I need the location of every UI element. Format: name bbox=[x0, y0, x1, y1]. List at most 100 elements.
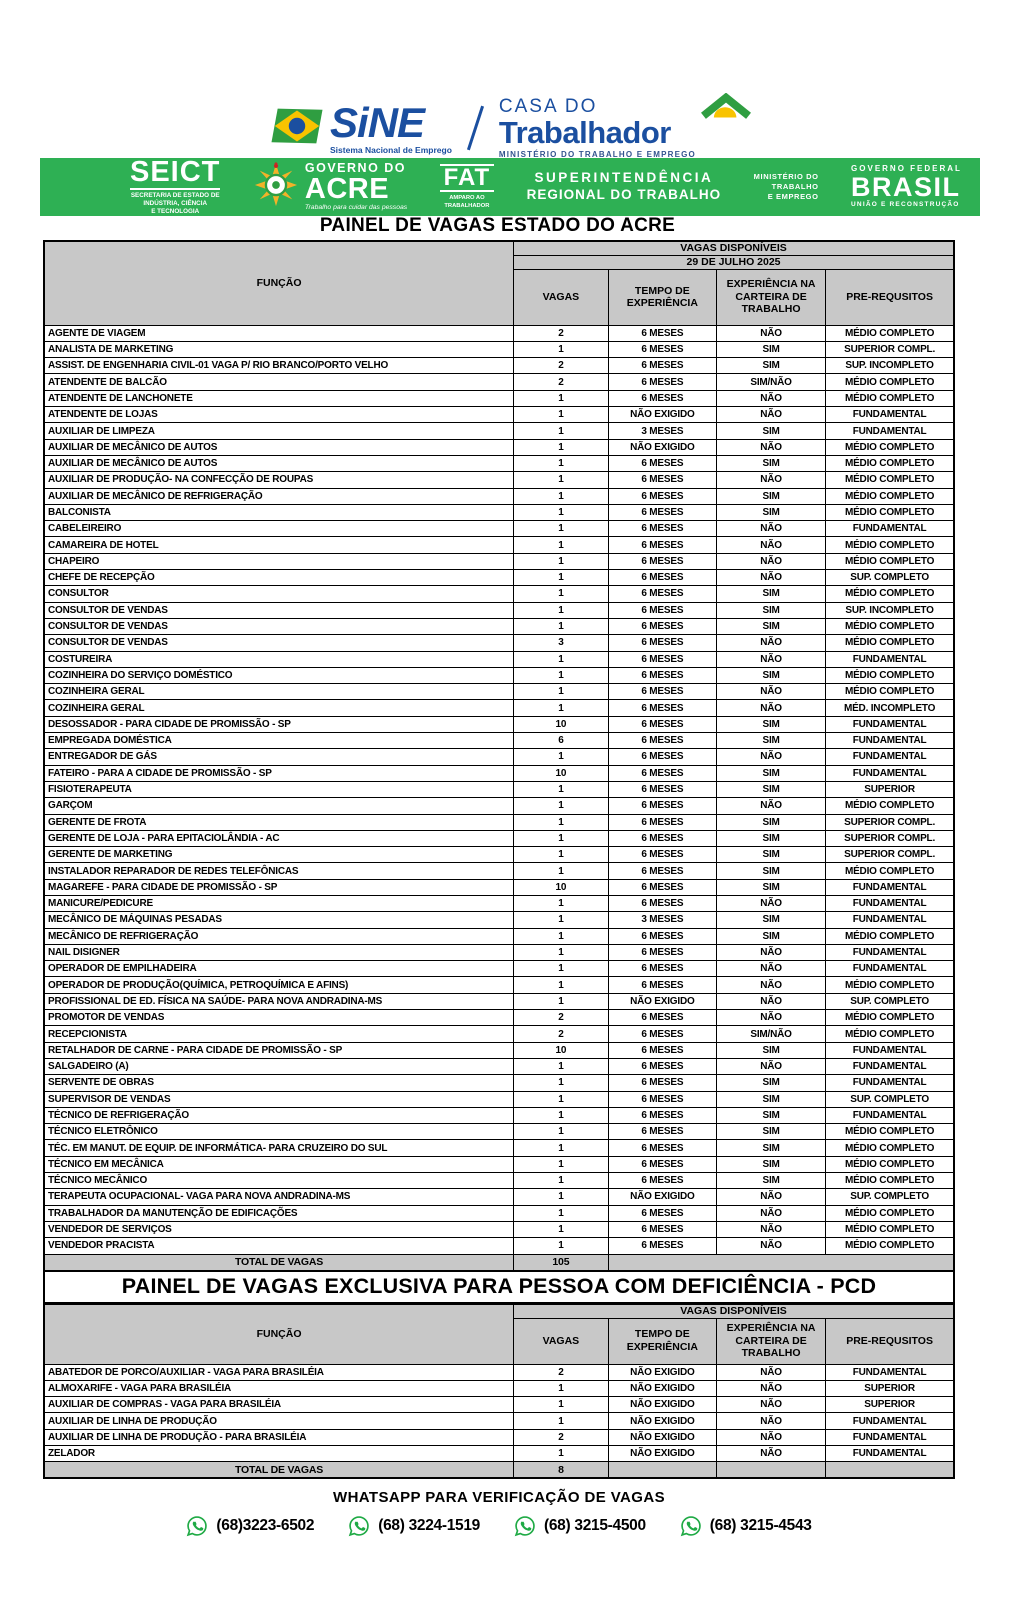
table-row: AUXILIAR DE LIMPEZA 1 3 MESES SIM FUNDAMENTA… bbox=[43, 422, 955, 440]
phone-item: (68) 3215-4543 bbox=[680, 1515, 812, 1537]
column-header-carteira: EXPERIÊNCIA NA CARTEIRA DE TRABALHO bbox=[715, 268, 827, 326]
vagas-cell: 2 bbox=[513, 1363, 609, 1381]
carteira-cell: SIM bbox=[715, 487, 827, 505]
prerequisitos-cell: FUNDAMENTAL bbox=[825, 894, 955, 913]
carteira-cell: NÃO bbox=[715, 520, 827, 538]
funcao-cell: CONSULTOR bbox=[43, 585, 515, 603]
funcao-cell: GARÇOM bbox=[43, 797, 515, 815]
carteira-cell: SIM bbox=[715, 1123, 827, 1141]
vagas-cell: 1 bbox=[513, 617, 609, 636]
tempo-experiencia-cell: 6 MESES bbox=[607, 846, 717, 864]
prerequisitos-cell: FUNDAMENTAL bbox=[825, 943, 955, 962]
prerequisitos-cell: MÉDIO COMPLETO bbox=[825, 927, 955, 945]
vagas-cell: 1 bbox=[513, 699, 609, 717]
vagas-cell: 1 bbox=[513, 1412, 609, 1430]
superintendencia-line1: SUPERINTENDÊNCIA bbox=[534, 170, 714, 186]
funcao-cell: ATENDENTE DE LOJAS bbox=[43, 406, 515, 424]
carteira-cell: NÃO bbox=[715, 1444, 827, 1463]
vagas-cell: 1 bbox=[513, 487, 609, 505]
ministerio-line3: E EMPREGO bbox=[767, 191, 819, 201]
tempo-experiencia-cell: 6 MESES bbox=[607, 520, 717, 538]
fat-sub1: AMPARO AO bbox=[449, 194, 485, 201]
prerequisitos-cell: FUNDAMENTAL bbox=[825, 911, 955, 929]
tempo-experiencia-cell: NÃO EXIGIDO bbox=[607, 406, 717, 424]
vagas-cell: 10 bbox=[513, 878, 609, 896]
pcd-vagas-disponiveis-header: VAGAS DISPONÍVEIS bbox=[513, 1303, 955, 1319]
prerequisitos-cell: MÉDIO COMPLETO bbox=[825, 1025, 955, 1043]
table-row: GARÇOM 1 6 MESES NÃO MÉDIO COMPLETO bbox=[43, 797, 955, 815]
pcd-column-header-carteira: EXPERIÊNCIA NA CARTEIRA DE TRABALHO bbox=[715, 1317, 827, 1365]
table-row: COZINHEIRA GERAL 1 6 MESES NÃO MÉDIO COMPLET… bbox=[43, 683, 955, 701]
total-value: 105 bbox=[513, 1253, 609, 1272]
carteira-cell: SIM bbox=[715, 764, 827, 782]
table-row: ASSIST. DE ENGENHARIA CIVIL-01 VAGA P/ R… bbox=[43, 357, 955, 375]
funcao-cell: AUXILIAR DE COMPRAS - VAGA PARA BRASILÉI… bbox=[43, 1396, 515, 1414]
carteira-cell: NÃO bbox=[715, 1237, 827, 1255]
prerequisitos-cell: MÉDIO COMPLETO bbox=[825, 503, 955, 522]
funcao-cell: COZINHEIRA DO SERVIÇO DOMÉSTICO bbox=[43, 666, 515, 685]
tempo-experiencia-cell: 6 MESES bbox=[607, 732, 717, 750]
table-row: GERENTE DE LOJA - PARA EPITACIOLÂNDIA - … bbox=[43, 829, 955, 848]
whatsapp-footer: WHATSAPP PARA VERIFICAÇÃO DE VAGAS (68)3… bbox=[43, 1489, 955, 1537]
tempo-experiencia-cell: 6 MESES bbox=[607, 797, 717, 815]
whatsapp-icon bbox=[514, 1516, 535, 1537]
table-row: BALCONISTA 1 6 MESES SIM MÉDIO COMPLETO bbox=[43, 503, 955, 522]
tempo-experiencia-cell: 6 MESES bbox=[607, 454, 717, 473]
vagas-cell: 1 bbox=[513, 1444, 609, 1463]
phone-item: (68) 3215-4500 bbox=[514, 1515, 646, 1537]
prerequisitos-cell: MÉDIO COMPLETO bbox=[825, 1204, 955, 1222]
funcao-cell: MECÂNICO DE MÁQUINAS PESADAS bbox=[43, 911, 515, 929]
superintendencia-line2: REGIONAL DO TRABALHO bbox=[526, 187, 722, 202]
prerequisitos-cell: FUNDAMENTAL bbox=[825, 1106, 955, 1125]
total-label: TOTAL DE VAGAS bbox=[43, 1253, 515, 1272]
funcao-cell: VENDEDOR PRACISTA bbox=[43, 1237, 515, 1255]
prerequisitos-cell: SUP. COMPLETO bbox=[825, 992, 955, 1011]
prerequisitos-cell: SUPERIOR COMPL. bbox=[825, 813, 955, 831]
prerequisitos-cell: FUNDAMENTAL bbox=[825, 406, 955, 424]
tempo-experiencia-cell: 6 MESES bbox=[607, 650, 717, 668]
vagas-cell: 1 bbox=[513, 927, 609, 945]
pcd-subheader-row: VAGAS TEMPO DE EXPERIÊNCIA EXPERIÊNCIA N… bbox=[44, 1317, 955, 1365]
carteira-cell: SIM bbox=[715, 503, 827, 522]
funcao-cell: CHAPEIRO bbox=[43, 552, 515, 571]
funcao-cell: CABELEIREIRO bbox=[43, 520, 515, 538]
table-row: PROMOTOR DE VENDAS 2 6 MESES NÃO MÉDIO COMPL… bbox=[43, 1009, 955, 1027]
table-row: CONSULTOR 1 6 MESES SIM MÉDIO COMPLETO bbox=[43, 585, 955, 603]
vagas-cell: 1 bbox=[513, 829, 609, 848]
tempo-experiencia-cell: 6 MESES bbox=[607, 813, 717, 831]
vagas-cell: 6 bbox=[513, 732, 609, 750]
prerequisitos-cell: MÉDIO COMPLETO bbox=[825, 1139, 955, 1157]
funcao-cell: TÉCNICO ELETRÔNICO bbox=[43, 1123, 515, 1141]
funcao-cell: COZINHEIRA GERAL bbox=[43, 683, 515, 701]
prerequisitos-cell: MÉDIO COMPLETO bbox=[825, 1220, 955, 1239]
prerequisitos-cell: MÉDIO COMPLETO bbox=[825, 634, 955, 652]
table-row: TÉCNICO DE REFRIGERAÇÃO 1 6 MESES SIM FUNDAM… bbox=[43, 1106, 955, 1125]
vagas-cell: 1 bbox=[513, 569, 609, 587]
table-row: SALGADEIRO (A) 1 6 MESES NÃO FUNDAMENTAL bbox=[43, 1057, 955, 1076]
funcao-cell: PROMOTOR DE VENDAS bbox=[43, 1009, 515, 1027]
table-row: TÉCNICO EM MECÂNICA 1 6 MESES SIM MÉDIO COMP… bbox=[43, 1155, 955, 1174]
funcao-cell: COSTUREIRA bbox=[43, 650, 515, 668]
funcao-cell: MANICURE/PEDICURE bbox=[43, 894, 515, 913]
funcao-cell: GERENTE DE LOJA - PARA EPITACIOLÂNDIA - … bbox=[43, 829, 515, 848]
casa-line2: Trabalhador bbox=[498, 115, 671, 150]
carteira-cell: SIM bbox=[715, 585, 827, 603]
vagas-cell: 1 bbox=[513, 797, 609, 815]
acre-label: ACRE bbox=[304, 172, 390, 205]
vagas-cell: 1 bbox=[513, 1396, 609, 1414]
table-row: TERAPEUTA OCUPACIONAL- VAGA PARA NOVA AN… bbox=[43, 1188, 955, 1206]
ministerio-trabalho-logo: MINISTÉRIO DO TRABALHO E EMPREGO bbox=[754, 172, 819, 201]
prerequisitos-cell: FUNDAMENTAL bbox=[825, 748, 955, 766]
carteira-cell: NÃO bbox=[715, 1428, 827, 1447]
vagas-cell: 1 bbox=[513, 666, 609, 685]
pcd-column-header-prerequisitos: PRE-REQUSITOS bbox=[825, 1317, 955, 1365]
vagas-cell: 1 bbox=[513, 552, 609, 571]
carteira-cell: NÃO bbox=[715, 634, 827, 652]
carteira-cell: SIM bbox=[715, 780, 827, 799]
funcao-cell: RETALHADOR DE CARNE - PARA CIDADE DE PRO… bbox=[43, 1041, 515, 1059]
prerequisitos-cell: SUPERIOR bbox=[825, 1379, 955, 1398]
funcao-cell: CONSULTOR DE VENDAS bbox=[43, 617, 515, 636]
table-row: PROFISSIONAL DE ED. FÍSICA NA SAÚDE- PAR… bbox=[43, 992, 955, 1011]
funcao-cell: GERENTE DE FROTA bbox=[43, 813, 515, 831]
carteira-cell: NÃO bbox=[715, 1396, 827, 1414]
